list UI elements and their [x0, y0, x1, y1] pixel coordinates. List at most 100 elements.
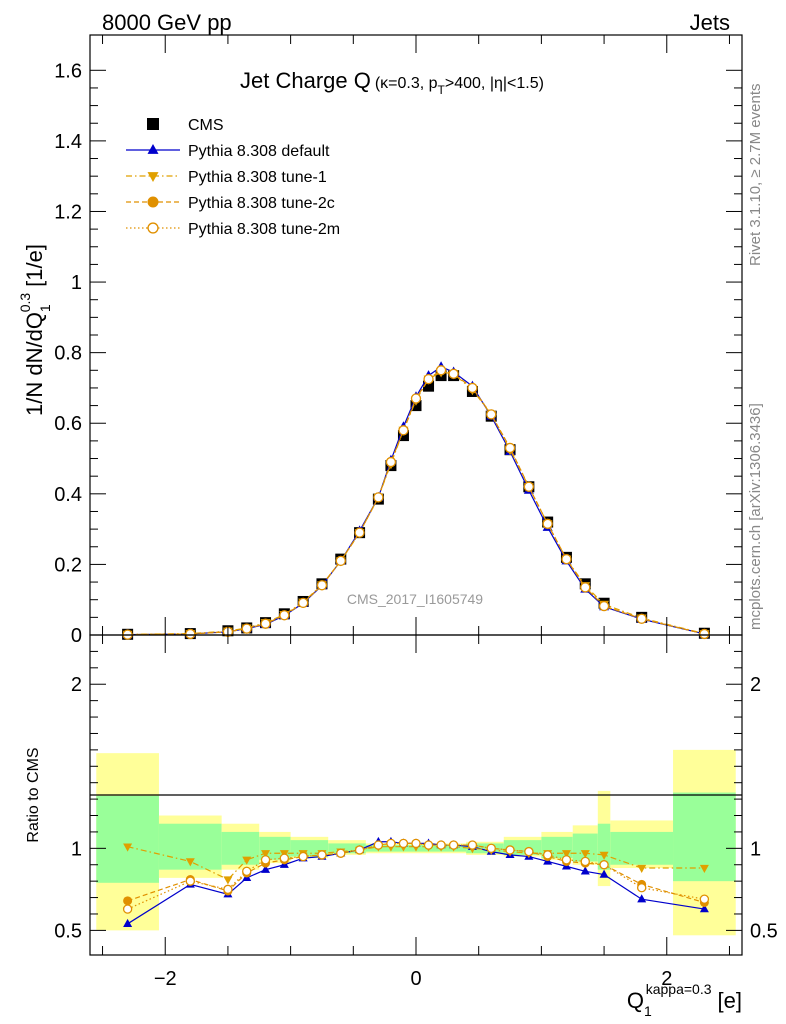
ratio-point-pythia-8-308-tune-2m: [411, 838, 421, 849]
legend: CMS Pythia 8.308 default Pythia 8.308 tune…: [126, 117, 340, 238]
ratio-point-pythia-8-308-tune-1: [242, 856, 252, 865]
ratio-point-pythia-8-308-tune-2m: [279, 853, 290, 863]
data-point-pythia-8-308-tune-2m: [354, 527, 365, 538]
uncertainty-band-green: [328, 843, 366, 854]
ratio-point-pythia-8-308-tune-2m: [242, 866, 252, 877]
x-label-sup: kappa=0.3: [646, 981, 712, 997]
legend-marker-pythia-8-308-tune-2m: [147, 222, 159, 234]
ratio-point-pythia-8-308-tune-1: [185, 858, 195, 867]
legend-label-pythia-8-308-tune-2c: Pythia 8.308 tune-2c: [188, 195, 335, 212]
data-point-pythia-8-308-tune-2m: [435, 365, 447, 376]
ratio-point-pythia-8-308-tune-2m: [373, 840, 384, 850]
data-point-pythia-8-308-tune-2m: [410, 393, 422, 404]
data-point-pythia-8-308-tune-2m: [423, 373, 434, 385]
ratio-y-tick-label-right: 1: [750, 838, 761, 860]
ratio-marks: [122, 836, 710, 927]
process-label: Jets: [690, 10, 730, 35]
ratio-point-pythia-8-308-tune-1: [699, 864, 709, 873]
data-point-pythia-8-308-tune-2m: [467, 382, 478, 394]
energy-label: 8000 GeV pp: [102, 10, 232, 35]
x-tick-label: 2: [661, 968, 672, 990]
legend-label-pythia-8-308-default: Pythia 8.308 default: [188, 143, 330, 160]
data-point-pythia-8-308-tune-2m: [241, 623, 252, 634]
data-point-pythia-8-308-tune-2m: [699, 628, 710, 640]
ratio-point-pythia-8-308-tune-2m: [423, 840, 434, 850]
ratio-point-pythia-8-308-default: [123, 918, 133, 927]
ratio-point-pythia-8-308-tune-2m: [467, 840, 478, 850]
chart-title: Jet Charge Q (κ=0.3, pT>400, |η|<1.5): [240, 68, 544, 97]
ratio-y-axis: 0.5 0.5 1 1 2 2: [54, 650, 778, 942]
ratio-point-pythia-8-308-tune-2m: [398, 838, 409, 849]
data-point-pythia-8-308-tune-2m: [373, 492, 384, 503]
data-point-pythia-8-308-tune-2m: [298, 597, 309, 609]
ratio-point-pythia-8-308-tune-1: [637, 864, 647, 873]
ratio-point-pythia-8-308-tune-2m: [260, 855, 271, 865]
ratio-point-pythia-8-308-tune-1: [561, 850, 571, 859]
uncertainty-band-green: [610, 831, 674, 865]
x-label-main: Q: [627, 988, 644, 1013]
rivet-label: Rivet 3.1.10, ≥ 2.7M events: [747, 84, 764, 267]
y-tick-label: 1.6: [54, 60, 82, 82]
y-tick-label: 0.2: [54, 554, 82, 576]
data-point-pythia-8-308-tune-2m: [385, 456, 397, 468]
legend-marker-pythia-8-308-tune-1: [147, 172, 159, 183]
ratio-point-pythia-8-308-tune-2m: [436, 840, 446, 850]
x-label-unit: [e]: [718, 988, 742, 1013]
ratio-point-pythia-8-308-tune-2m: [636, 883, 647, 893]
ratio-line-pythia-8-308-tune-2m: [127, 842, 705, 910]
data-point-pythia-8-308-tune-2m: [598, 600, 610, 612]
data-point-pythia-8-308-tune-2m: [580, 582, 591, 593]
ratio-point-pythia-8-308-tune-2m: [185, 876, 196, 886]
ratio-y-tick-label-right: 0.5: [750, 920, 778, 942]
ratio-point-pythia-8-308-tune-2m: [354, 845, 365, 855]
uncertainty-band-green: [96, 795, 159, 883]
ratio-point-pythia-8-308-tune-2m: [298, 851, 308, 862]
data-point-pythia-8-308-tune-2m: [335, 555, 346, 567]
ratio-x-axis: −2 0 2: [102, 635, 730, 990]
chart-title-main: Jet Charge Q: [240, 68, 371, 93]
ratio-point-pythia-8-308-tune-2m: [542, 850, 553, 860]
x-axis-label: Q1 kappa=0.3 [e]: [627, 981, 742, 1019]
data-point-pythia-8-308-tune-2m: [486, 409, 497, 420]
x-tick-label: 0: [410, 968, 421, 990]
legend-label-cms: CMS: [188, 117, 224, 134]
data-point-pythia-8-308-tune-2m: [279, 610, 290, 621]
x-tick-label: −2: [154, 968, 177, 990]
ratio-point-pythia-8-308-tune-1: [580, 850, 590, 859]
uncertainty-band-green: [221, 831, 260, 865]
y-label-unit: [1/e]: [22, 244, 47, 287]
uncertainty-band-green: [597, 823, 611, 870]
y-tick-label: 1: [71, 272, 82, 294]
ratio-point-pythia-8-308-tune-1: [599, 851, 609, 860]
data-point-pythia-8-308-tune-2m: [523, 481, 534, 492]
ratio-point-pythia-8-308-tune-2m: [122, 904, 133, 914]
y-tick-label: 1.2: [54, 201, 82, 223]
legend-label-pythia-8-308-tune-2m: Pythia 8.308 tune-2m: [188, 221, 340, 238]
y-label-sub: 1: [37, 304, 53, 312]
ratio-point-pythia-8-308-tune-2m: [561, 855, 572, 865]
data-point-pythia-8-308-tune-2m: [636, 613, 647, 624]
y-tick-label: 0.4: [54, 484, 82, 506]
ratio-point-pythia-8-308-default: [261, 864, 271, 873]
chart-subtitle-a: (κ=0.3, p: [375, 75, 438, 92]
legend-marker-pythia-8-308-tune-2c: [147, 196, 159, 208]
mcplots-label: mcplots.cern.ch [arXiv:1306.3436]: [747, 403, 764, 630]
ratio-point-pythia-8-308-tune-2m: [524, 846, 534, 857]
data-point-pythia-8-308-tune-2m: [542, 518, 553, 529]
ratio-point-pythia-8-308-tune-1: [223, 876, 233, 885]
main-marks: [122, 361, 710, 640]
ratio-point-pythia-8-308-tune-2m: [580, 856, 590, 867]
y-tick-label: 1.4: [54, 131, 82, 153]
ratio-point-pythia-8-308-tune-2m: [386, 838, 396, 849]
ratio-point-pythia-8-308-tune-1: [261, 850, 271, 859]
ratio-point-pythia-8-308-default: [699, 904, 709, 913]
ratio-y-tick-label: 0.5: [54, 920, 82, 942]
legend-marker-cms: [147, 118, 159, 130]
data-point-cms: [423, 380, 435, 392]
data-point-pythia-8-308-tune-2m: [561, 553, 572, 565]
ratio-point-pythia-8-308-default: [580, 866, 590, 875]
ratio-point-pythia-8-308-default: [599, 869, 609, 878]
y-label-sup: 0.3: [17, 293, 33, 313]
ratio-point-pythia-8-308-tune-2m: [448, 840, 459, 850]
